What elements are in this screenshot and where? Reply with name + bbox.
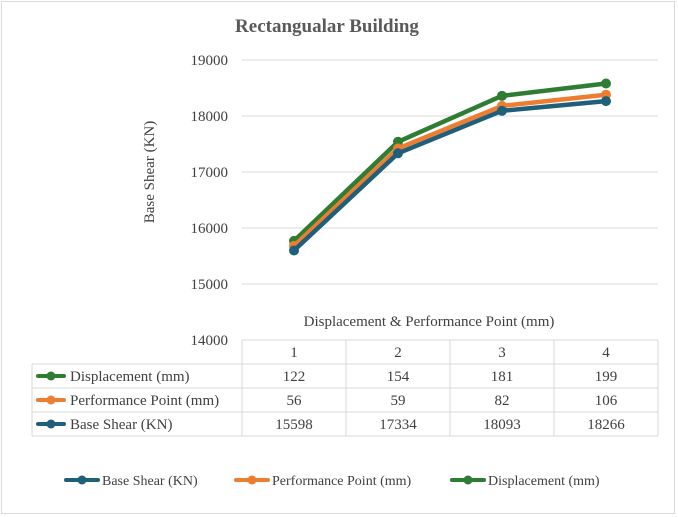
y-tick-label: 15000 <box>191 277 229 293</box>
x-axis-label: Displacement & Performance Point (mm) <box>304 314 555 330</box>
y-axis-label: Base Shear (KN) <box>142 121 158 223</box>
data-label: 18266 <box>587 417 625 433</box>
series-line <box>291 92 609 249</box>
legend-marker <box>247 475 257 485</box>
series-line <box>291 98 609 253</box>
series-lines <box>289 78 611 256</box>
data-label: 15598 <box>275 417 313 433</box>
legend-label: Performance Point (mm) <box>272 474 412 489</box>
legend-label: Base Shear (KN) <box>102 474 198 489</box>
table-legend-marker <box>46 395 56 405</box>
data-label: 59 <box>391 393 406 409</box>
y-tick-label: 14000 <box>191 333 229 349</box>
data-label: 122 <box>283 369 306 385</box>
data-label: 181 <box>491 369 514 385</box>
x-tick-label: 2 <box>394 345 402 361</box>
y-axis-ticks: 14000 15000 16000 17000 18000 19000 <box>191 53 229 349</box>
data-point <box>497 90 507 101</box>
data-point <box>497 105 507 116</box>
data-label: 199 <box>595 369 618 385</box>
table-row-label: Displacement (mm) <box>70 369 190 385</box>
x-tick-label: 1 <box>290 345 298 361</box>
y-tick-label: 17000 <box>191 165 229 181</box>
y-tick-label: 18000 <box>191 109 229 125</box>
legend-marker <box>463 475 473 485</box>
data-label: 56 <box>287 393 303 409</box>
data-point <box>393 148 403 159</box>
chart-title: Rectangualar Building <box>235 16 419 37</box>
legend: Base Shear (KN) Performance Point (mm) Dis… <box>64 474 600 489</box>
data-point <box>289 245 299 256</box>
y-tick-label: 16000 <box>191 221 229 237</box>
y-tick-label: 19000 <box>191 53 229 69</box>
data-label: 18093 <box>483 417 521 433</box>
data-label: 154 <box>387 369 410 385</box>
series-line <box>291 81 609 244</box>
table-legend-marker <box>46 419 56 429</box>
legend-marker <box>77 475 87 485</box>
legend-label: Displacement (mm) <box>488 474 600 489</box>
table-legend-marker <box>46 371 56 381</box>
table-row-label: Performance Point (mm) <box>70 393 219 409</box>
data-label: 17334 <box>379 417 417 433</box>
data-label: 106 <box>595 393 618 409</box>
data-table: 1 2 3 4 Displacement (mm) 122 154 181 199 Perform… <box>31 339 659 437</box>
data-point <box>601 78 611 89</box>
x-tick-label: 3 <box>498 345 506 361</box>
data-point <box>601 96 611 107</box>
data-label: 82 <box>495 393 510 409</box>
table-row-label: Base Shear (KN) <box>70 417 172 433</box>
x-tick-label: 4 <box>602 345 610 361</box>
